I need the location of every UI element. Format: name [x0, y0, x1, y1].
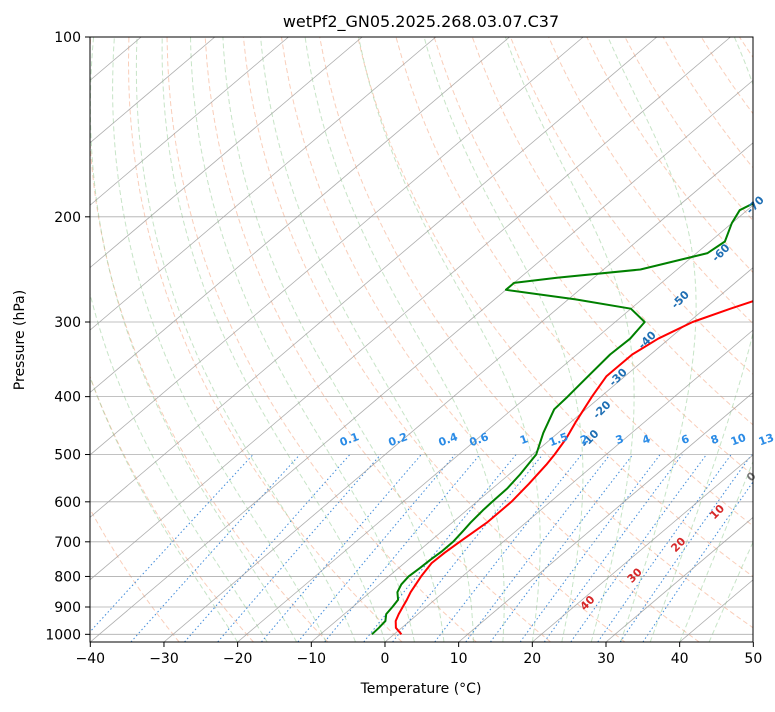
- mixing-ratio-label: 0.1: [338, 430, 361, 449]
- moist-adiabat-line: [680, 37, 775, 642]
- isotherm-line: [0, 37, 436, 642]
- moist-adiabat-label: 20: [668, 535, 688, 555]
- moist-adiabat-line: [359, 37, 541, 642]
- y-tick-label: 900: [54, 600, 81, 616]
- dry-adiabat-line: [167, 37, 476, 642]
- x-tick-label: 50: [744, 651, 762, 667]
- background-lines: [0, 37, 775, 642]
- mixing-ratio-line: [185, 455, 350, 643]
- mixing-ratio-line: [466, 455, 610, 643]
- isotherm-line: [459, 37, 775, 642]
- dry-adiabat-label: -20: [590, 398, 613, 421]
- mixing-ratio-label: 0.2: [387, 430, 410, 449]
- dry-adiabat-line: [243, 37, 625, 642]
- y-tick-label: 200: [54, 210, 81, 226]
- y-tick-label: 400: [54, 390, 81, 406]
- dry-adiabat-label: -30: [607, 366, 630, 389]
- isotherm-line: [0, 37, 68, 642]
- isotherm-line: [17, 37, 731, 642]
- mixing-ratio-label: 4: [640, 432, 652, 447]
- chart-title: wetPf2_GN05.2025.268.03.07.C37: [283, 12, 559, 32]
- moist-adiabat-line: [223, 37, 444, 642]
- dry-adiabat-line: [47, 37, 254, 642]
- dry-adiabat-line: [434, 37, 775, 642]
- x-tick-label: −10: [297, 651, 327, 667]
- mixing-ratio-label: 8: [709, 432, 721, 447]
- moist-adiabat-line: [90, 37, 296, 642]
- y-tick-label: 100: [54, 30, 81, 46]
- moist-adiabat-line: [505, 37, 634, 642]
- dry-adiabat-label: -70: [744, 193, 767, 216]
- mixing-ratio-label: 10: [729, 431, 748, 449]
- dry-adiabat-line: [358, 37, 775, 642]
- isotherm-line: [606, 37, 775, 642]
- mixing-ratio-line: [435, 455, 582, 643]
- dry-adiabat-line: [205, 37, 550, 642]
- isotherm-line: [0, 37, 583, 642]
- x-tick-label: 10: [450, 651, 468, 667]
- moist-adiabat-line: [191, 37, 415, 642]
- dry-adiabat-label: -50: [669, 288, 692, 311]
- moist-adiabat-line: [136, 37, 355, 642]
- mixing-ratio-line: [598, 455, 732, 643]
- isotherm-line: [753, 37, 775, 642]
- mixing-ratio-label: 0.6: [468, 430, 491, 449]
- dry-adiabat-line: [701, 37, 775, 642]
- y-tick-label: 600: [54, 495, 81, 511]
- mixing-ratio-line: [261, 455, 421, 643]
- y-tick-label: 700: [54, 535, 81, 551]
- moist-adiabat-line: [113, 37, 326, 642]
- x-tick-label: 0: [381, 651, 390, 667]
- moist-adiabat-line: [305, 37, 504, 642]
- y-tick-label: 500: [54, 448, 81, 464]
- x-tick-label: 40: [671, 651, 689, 667]
- moist-adiabat-label: 10: [707, 502, 727, 522]
- isotherm-line: [0, 37, 215, 642]
- mixing-ratio-label: 0.4: [437, 430, 460, 449]
- y-axis-label: Pressure (hPa): [12, 290, 28, 390]
- dry-adiabat-line: [320, 37, 774, 642]
- dry-adiabat-line: [89, 37, 328, 642]
- mixing-ratio-line: [218, 455, 381, 643]
- y-tick-label: 1000: [45, 627, 81, 643]
- moist-adiabat-label: 30: [625, 565, 645, 585]
- y-tick-label: 300: [54, 315, 81, 331]
- dry-adiabat-line: [129, 37, 403, 642]
- isotherm-line: [311, 37, 775, 642]
- moist-adiabat-label: 40: [578, 593, 598, 613]
- y-tick-label: 800: [54, 569, 81, 585]
- temperature-line: [396, 37, 775, 634]
- dry-adiabat-line: [739, 37, 775, 642]
- x-axis-label: Temperature (°C): [360, 681, 482, 697]
- isotherm-line: [0, 37, 289, 642]
- moist-adiabat-line: [162, 37, 385, 642]
- mixing-ratio-line: [298, 455, 455, 643]
- dry-adiabat-label: -60: [709, 241, 732, 264]
- isotherm-line: [90, 37, 775, 642]
- x-tick-label: 30: [597, 651, 615, 667]
- mixing-ratio-label: 13: [757, 431, 775, 448]
- x-tick-label: −40: [76, 651, 106, 667]
- mixing-ratio-label: 6: [679, 432, 691, 447]
- x-tick-label: 20: [523, 651, 541, 667]
- mixing-ratio-line: [393, 455, 543, 643]
- mixing-ratio-label: 1.5: [547, 430, 570, 449]
- isotherm-line: [680, 37, 775, 642]
- x-tick-label: −20: [223, 651, 253, 667]
- mixing-ratio-label: 3: [614, 432, 626, 447]
- dry-adiabat-line: [549, 37, 775, 642]
- moist-adiabat-label: 0: [744, 469, 759, 484]
- x-tick-label: −30: [149, 651, 179, 667]
